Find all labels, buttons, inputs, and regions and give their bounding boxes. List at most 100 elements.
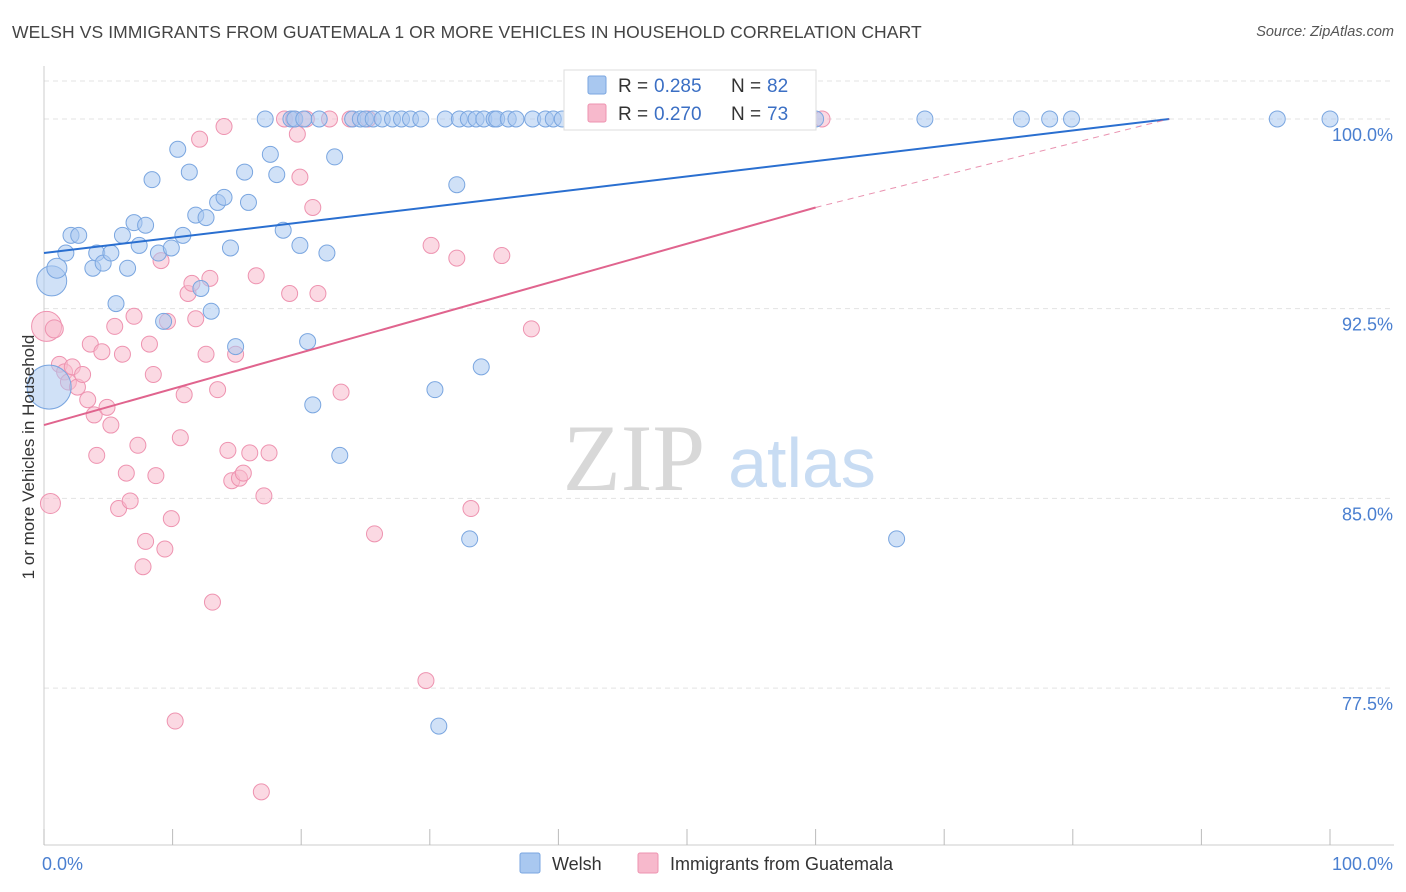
y-axis-title: 1 or more Vehicles in Household bbox=[19, 335, 38, 580]
welsh-point bbox=[461, 530, 479, 548]
welsh-point bbox=[412, 110, 430, 128]
guatemala-point bbox=[147, 467, 165, 485]
welsh-point bbox=[102, 244, 120, 262]
guatemala-point bbox=[144, 365, 162, 383]
guatemala-point bbox=[203, 593, 221, 611]
welsh-series-swatch bbox=[519, 852, 541, 874]
welsh-point bbox=[202, 302, 220, 320]
welsh-point bbox=[916, 110, 934, 128]
welsh-point bbox=[26, 364, 72, 410]
axes bbox=[43, 66, 1394, 846]
x-tick-label: 100.0% bbox=[1332, 854, 1393, 874]
guatemala-point bbox=[219, 441, 237, 459]
guatemala-point bbox=[74, 365, 92, 383]
welsh-series-label: Welsh bbox=[552, 854, 602, 874]
guatemala-point bbox=[88, 446, 106, 464]
guatemala-point bbox=[125, 307, 143, 325]
welsh-point bbox=[239, 193, 257, 211]
guat-trend-line-extension bbox=[815, 118, 1170, 208]
welsh-point bbox=[119, 259, 137, 277]
guatemala-point bbox=[156, 540, 174, 558]
guatemala-point bbox=[191, 130, 209, 148]
guatemala-point bbox=[215, 118, 233, 136]
guatemala-point bbox=[522, 320, 540, 338]
watermark: ZIP atlas bbox=[563, 405, 876, 511]
guatemala-point bbox=[79, 391, 97, 409]
welsh-point bbox=[888, 530, 906, 548]
welsh-point bbox=[169, 140, 187, 158]
guatemala-point bbox=[366, 525, 384, 543]
watermark-zip: ZIP bbox=[563, 405, 706, 511]
welsh-point bbox=[1012, 110, 1030, 128]
welsh-point bbox=[268, 166, 286, 184]
welsh-legend-swatch bbox=[587, 75, 607, 95]
guat-n-value: 73 bbox=[767, 104, 788, 125]
trend-lines bbox=[43, 117, 1170, 427]
y-tick-label: 77.5% bbox=[1342, 694, 1393, 714]
guatemala-point bbox=[291, 168, 309, 186]
welsh-point bbox=[143, 171, 161, 189]
guat-series-label: Immigrants from Guatemala bbox=[670, 854, 894, 874]
welsh-point bbox=[430, 717, 448, 735]
guatemala-point bbox=[247, 267, 265, 285]
welsh-point bbox=[256, 110, 274, 128]
welsh-point bbox=[137, 216, 155, 234]
welsh-point bbox=[426, 381, 444, 399]
guatemala-point bbox=[175, 386, 193, 404]
welsh-point bbox=[261, 145, 279, 163]
guat-n-label: N = bbox=[731, 104, 761, 125]
welsh-n-label: N = bbox=[731, 76, 761, 97]
welsh-point bbox=[155, 312, 173, 330]
welsh-point bbox=[236, 163, 254, 181]
welsh-point bbox=[215, 188, 233, 206]
guatemala-point bbox=[332, 383, 350, 401]
guatemala-point bbox=[117, 464, 135, 482]
welsh-point bbox=[197, 209, 215, 227]
guatemala-point bbox=[252, 783, 270, 801]
guatemala-point bbox=[197, 345, 215, 363]
welsh-point bbox=[291, 236, 309, 254]
welsh-point bbox=[46, 257, 68, 279]
guatemala-point bbox=[255, 487, 273, 505]
welsh-point bbox=[113, 226, 131, 244]
welsh-point bbox=[1041, 110, 1059, 128]
guatemala-point bbox=[304, 198, 322, 216]
chart-title: WELSH VS IMMIGRANTS FROM GUATEMALA 1 OR … bbox=[12, 22, 922, 42]
guatemala-point bbox=[137, 532, 155, 550]
guatemala-point bbox=[129, 436, 147, 454]
guatemala-point bbox=[209, 381, 227, 399]
source-credit: Source: ZipAtlas.com bbox=[1256, 24, 1394, 40]
welsh-point bbox=[310, 110, 328, 128]
guatemala-point bbox=[166, 712, 184, 730]
welsh-point bbox=[1063, 110, 1081, 128]
welsh-point bbox=[326, 148, 344, 166]
stats-legend: R = 0.285 N = 82 R = 0.270 N = 73 bbox=[563, 69, 817, 131]
guatemala-point bbox=[187, 310, 205, 328]
guatemala-point bbox=[106, 317, 124, 335]
guatemala-point bbox=[493, 247, 511, 265]
guatemala-point bbox=[422, 236, 440, 254]
guatemala-point bbox=[462, 500, 480, 518]
guat-series-swatch bbox=[637, 852, 659, 874]
welsh-point bbox=[318, 244, 336, 262]
welsh-point bbox=[57, 244, 75, 262]
welsh-point bbox=[192, 279, 210, 297]
welsh-trend-line bbox=[43, 117, 1170, 255]
guatemala-point bbox=[93, 343, 111, 361]
welsh-point bbox=[295, 110, 313, 128]
welsh-point bbox=[221, 239, 239, 257]
welsh-point bbox=[436, 110, 454, 128]
welsh-n-value: 82 bbox=[767, 76, 788, 97]
guatemala-point bbox=[102, 416, 120, 434]
welsh-point bbox=[130, 236, 148, 254]
guatemala-point bbox=[134, 558, 152, 576]
guat-legend-swatch bbox=[587, 103, 607, 123]
x-tick-labels: 0.0% 100.0% bbox=[42, 854, 1393, 874]
guatemala-point bbox=[39, 492, 61, 514]
guatemala-point bbox=[234, 464, 252, 482]
welsh-point bbox=[1268, 110, 1286, 128]
welsh-point bbox=[180, 163, 198, 181]
welsh-point bbox=[227, 338, 245, 356]
guatemala-point bbox=[171, 429, 189, 447]
